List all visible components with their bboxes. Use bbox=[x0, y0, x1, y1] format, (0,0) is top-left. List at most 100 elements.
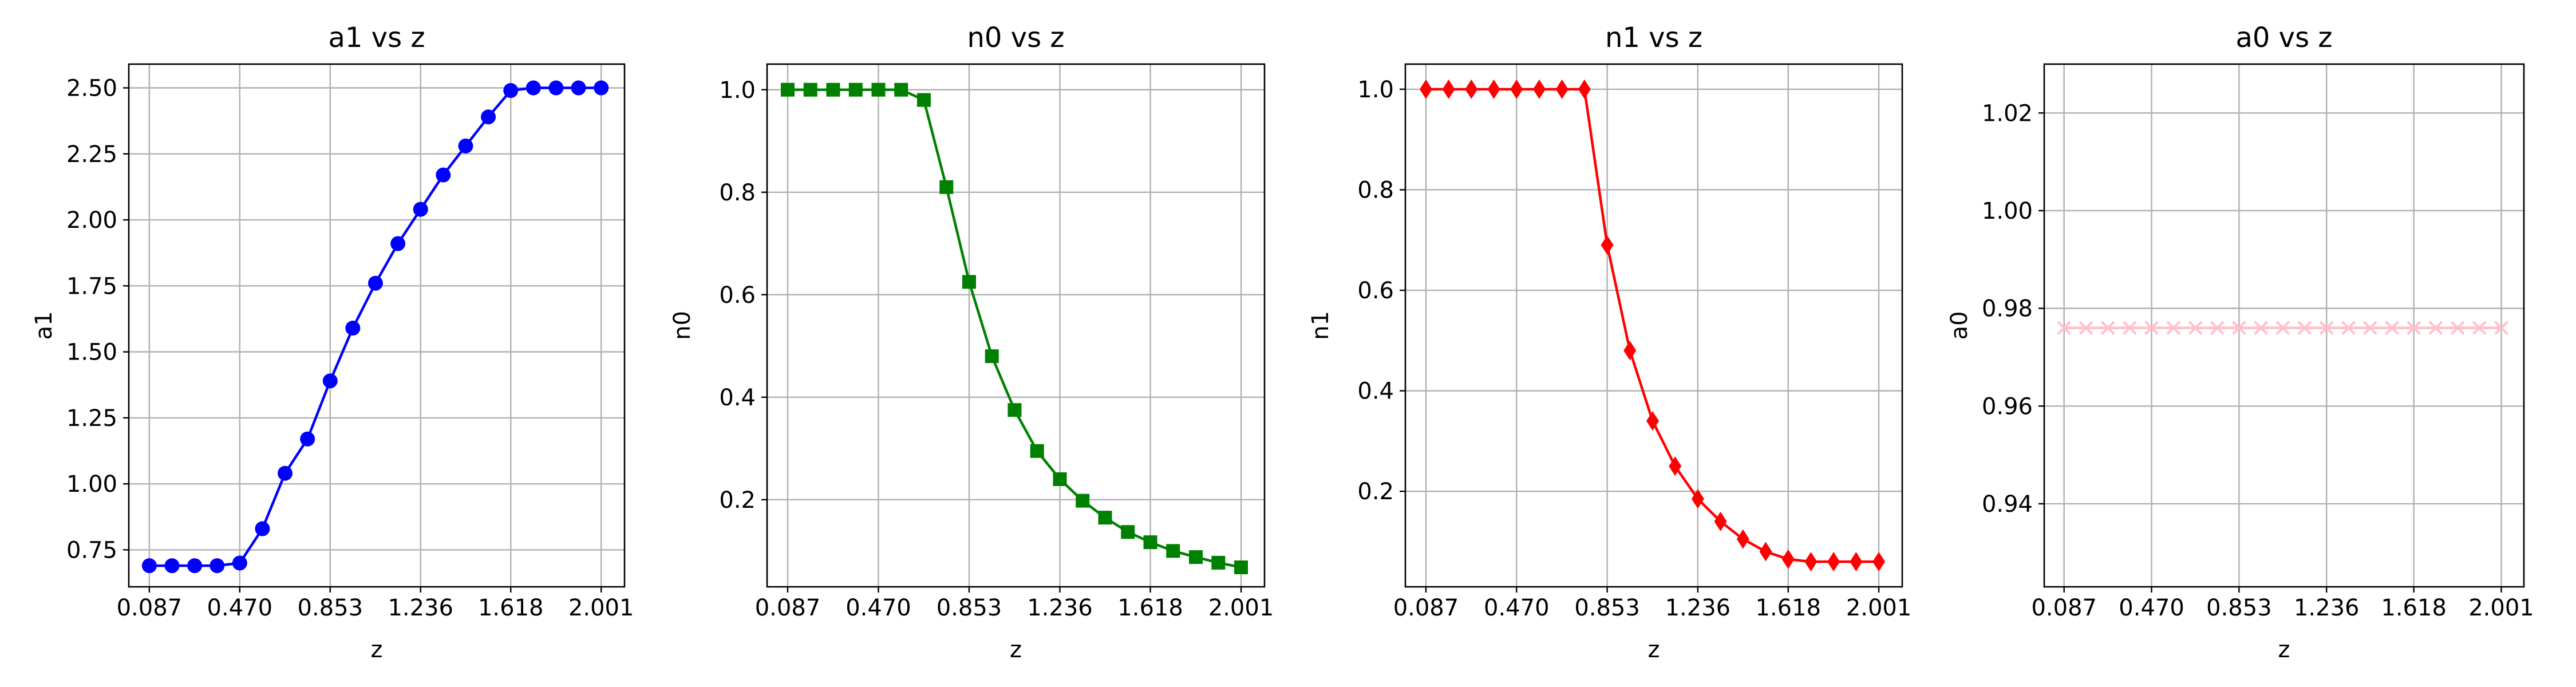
x-tick-label: 1.236 bbox=[1665, 595, 1731, 621]
data-point bbox=[1850, 552, 1863, 572]
data-point bbox=[594, 80, 609, 96]
y-tick-label: 2.25 bbox=[66, 141, 117, 168]
data-point-stroke bbox=[2122, 321, 2137, 335]
y-tick-label: 1.00 bbox=[66, 471, 117, 498]
data-point bbox=[413, 202, 428, 217]
data-point bbox=[390, 236, 406, 251]
subplot-1: 0.087 0.470 0.853 1.236 1.618 2.001 0.75 1.00 1.… bbox=[31, 22, 634, 663]
subplot-3: 0.087 0.470 0.853 1.236 1.618 2.001 0.2 0.4 0.6 0… bbox=[1307, 22, 1911, 663]
axes-frame bbox=[2043, 63, 2525, 588]
data-point bbox=[1691, 489, 1704, 509]
y-axis-label: n1 bbox=[1307, 311, 1334, 340]
x-tick-label: 0.470 bbox=[2119, 595, 2184, 621]
axes-frame bbox=[1404, 63, 1903, 588]
data-point bbox=[1188, 550, 1203, 564]
x-tick-label: 2.001 bbox=[2468, 595, 2534, 621]
data-point bbox=[345, 321, 361, 336]
data-point-stroke bbox=[2385, 321, 2400, 335]
data-point bbox=[1166, 544, 1180, 558]
data-point bbox=[2341, 321, 2356, 335]
series-line bbox=[788, 88, 1242, 569]
y-axis-label: n0 bbox=[669, 311, 696, 340]
data-point bbox=[2275, 321, 2290, 335]
data-point-stroke bbox=[2166, 321, 2181, 335]
x-tick-label: 0.470 bbox=[207, 595, 273, 621]
data-point bbox=[2472, 321, 2487, 335]
data-point-stroke bbox=[2450, 321, 2465, 335]
data-point bbox=[2100, 321, 2115, 335]
data-point bbox=[2297, 321, 2312, 335]
data-point-stroke bbox=[2231, 321, 2246, 335]
subplot-2: 0.087 0.470 0.853 1.236 1.618 2.001 0.2 0.4 0.6 0… bbox=[669, 22, 1274, 663]
y-tick-label: 2.50 bbox=[66, 76, 117, 102]
data-point bbox=[300, 431, 315, 447]
x-tick-label: 2.001 bbox=[568, 595, 634, 621]
data-point bbox=[1646, 411, 1659, 431]
data-point bbox=[826, 82, 840, 97]
y-tick-label: 0.8 bbox=[719, 180, 756, 206]
chart-title: a1 vs z bbox=[328, 22, 425, 54]
data-point bbox=[2385, 321, 2400, 335]
data-point-stroke bbox=[2297, 321, 2312, 335]
data-point bbox=[985, 349, 999, 364]
x-tick-label: 1.618 bbox=[478, 595, 544, 621]
data-point bbox=[2254, 321, 2269, 335]
data-point bbox=[232, 555, 247, 571]
data-point bbox=[210, 558, 225, 574]
data-point bbox=[871, 82, 886, 97]
x-tick-label: 0.853 bbox=[937, 595, 1002, 621]
data-point bbox=[277, 465, 293, 481]
data-point bbox=[848, 82, 863, 97]
data-point-stroke bbox=[2319, 321, 2334, 335]
data-point bbox=[1419, 79, 1432, 99]
subplot-4: 0.087 0.470 0.853 1.236 1.618 2.001 0.94 0.96 0.… bbox=[1946, 22, 2534, 663]
data-point bbox=[548, 80, 564, 96]
y-tick-label: 1.25 bbox=[66, 405, 117, 432]
data-point bbox=[458, 138, 473, 153]
data-point bbox=[2079, 321, 2093, 335]
data-point-stroke bbox=[2494, 321, 2508, 335]
chart-title: n0 vs z bbox=[967, 22, 1064, 54]
data-point bbox=[2188, 321, 2203, 335]
x-tick-label: 0.087 bbox=[2031, 595, 2097, 621]
data-point bbox=[141, 558, 157, 574]
y-tick-label: 1.00 bbox=[1982, 198, 2033, 224]
data-point bbox=[1234, 560, 1249, 574]
data-point bbox=[1736, 529, 1749, 549]
data-point bbox=[962, 275, 976, 289]
data-point bbox=[571, 80, 586, 96]
axes-frame bbox=[128, 63, 626, 588]
data-point bbox=[1442, 79, 1455, 99]
data-point bbox=[1211, 555, 1226, 570]
data-point bbox=[2210, 321, 2225, 335]
data-point bbox=[1098, 511, 1112, 525]
data-point bbox=[2494, 321, 2508, 335]
axes-frame bbox=[766, 63, 1266, 588]
x-axis-label: z bbox=[371, 637, 383, 663]
y-tick-label: 1.0 bbox=[719, 77, 756, 104]
data-point bbox=[939, 180, 954, 194]
y-axis-label: a1 bbox=[31, 311, 57, 340]
data-point bbox=[1781, 549, 1795, 569]
x-axis-label: z bbox=[2278, 637, 2290, 663]
data-point-stroke bbox=[2057, 321, 2072, 335]
data-point bbox=[503, 83, 519, 98]
data-point bbox=[1076, 493, 1090, 508]
x-tick-label: 0.853 bbox=[1574, 595, 1640, 621]
data-point bbox=[164, 558, 180, 574]
data-point bbox=[1053, 472, 1067, 487]
x-tick-label: 1.236 bbox=[388, 595, 453, 621]
data-point bbox=[1601, 235, 1614, 255]
y-tick-label: 2.00 bbox=[66, 207, 117, 234]
y-tick-label: 0.4 bbox=[719, 385, 756, 411]
x-tick-label: 1.618 bbox=[2381, 595, 2447, 621]
data-point bbox=[2428, 321, 2443, 335]
y-tick-label: 1.50 bbox=[66, 339, 117, 366]
data-point bbox=[1487, 79, 1500, 99]
x-tick-label: 0.853 bbox=[298, 595, 364, 621]
x-tick-label: 1.618 bbox=[1117, 595, 1183, 621]
x-tick-label: 1.236 bbox=[2294, 595, 2360, 621]
x-tick-label: 0.087 bbox=[755, 595, 821, 621]
data-point bbox=[1121, 525, 1135, 539]
data-point-stroke bbox=[2254, 321, 2269, 335]
